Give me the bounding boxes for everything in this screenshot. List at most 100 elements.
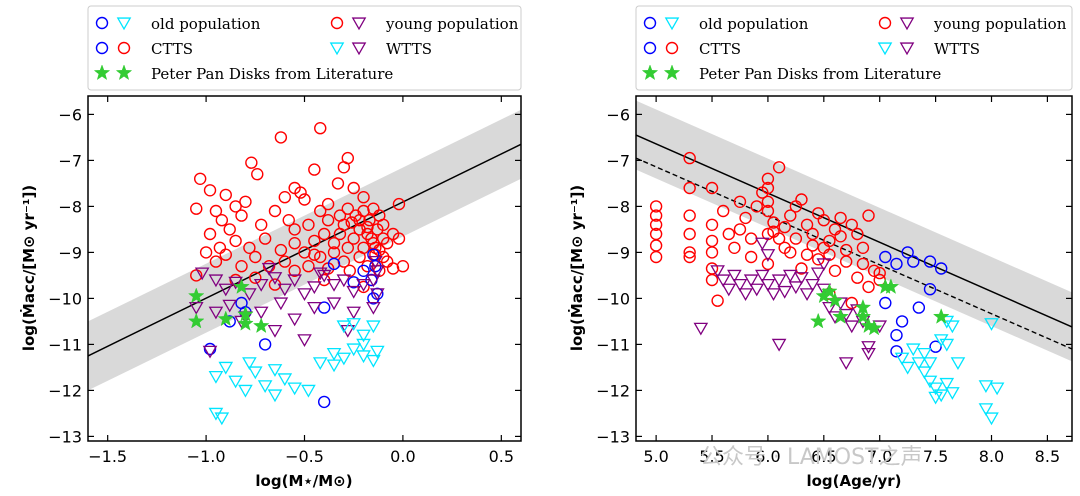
- data-point: [238, 384, 253, 398]
- data-point: [683, 246, 696, 259]
- data-point: [314, 121, 327, 135]
- data-point: [336, 320, 352, 334]
- data-point: [331, 177, 345, 190]
- x-tick-label: 8.0: [979, 447, 1004, 466]
- data-point: [928, 382, 943, 396]
- data-point: [743, 274, 759, 288]
- data-point: [761, 204, 775, 218]
- data-point: [202, 345, 218, 359]
- data-point: [862, 280, 875, 294]
- data-point: [772, 232, 786, 245]
- data-point: [326, 278, 342, 292]
- data-point: [834, 211, 847, 225]
- x-tick-label: −1.5: [88, 447, 127, 466]
- data-point: [321, 197, 335, 211]
- data-point: [208, 274, 224, 288]
- data-point: [845, 218, 858, 232]
- data-point: [912, 301, 926, 314]
- data-point: [767, 216, 780, 229]
- data-point: [282, 213, 295, 227]
- data-point: [187, 312, 205, 329]
- data-point: [794, 272, 809, 285]
- data-point: [278, 190, 292, 204]
- data-point: [219, 248, 232, 261]
- y-tick-label: −9: [58, 243, 82, 262]
- data-point: [321, 213, 335, 227]
- y-tick-label: −12: [48, 381, 82, 400]
- data-point: [923, 283, 937, 296]
- data-point: [755, 237, 770, 251]
- data-point: [890, 329, 903, 342]
- data-point: [760, 249, 776, 262]
- data-point: [363, 213, 376, 227]
- data-point: [326, 347, 342, 361]
- data-point: [243, 241, 256, 255]
- legend-marker: [116, 17, 132, 31]
- data-point: [905, 343, 921, 357]
- data-point: [817, 213, 831, 227]
- data-point: [705, 234, 719, 248]
- data-point: [727, 269, 742, 283]
- legend-marker: [95, 41, 109, 55]
- data-point: [366, 354, 381, 368]
- y-tick-label: −13: [596, 427, 630, 446]
- data-point: [274, 131, 288, 144]
- data-point: [368, 255, 383, 269]
- y-tick-label: −7: [58, 151, 82, 170]
- data-point: [901, 246, 914, 259]
- data-point: [984, 412, 999, 426]
- data-point: [649, 239, 663, 252]
- data-point: [710, 265, 725, 279]
- data-point: [854, 298, 872, 315]
- data-point: [705, 181, 719, 195]
- data-point: [267, 364, 283, 377]
- x-tick-label: −1.0: [187, 447, 226, 466]
- data-point: [396, 260, 410, 273]
- data-point: [822, 301, 837, 315]
- y-tick-label: −10: [48, 289, 82, 308]
- data-point: [317, 301, 331, 314]
- y-axis-title: log(Ṁacc/[M⊙ yr⁻¹]): [19, 185, 38, 351]
- data-point: [312, 267, 328, 281]
- data-point: [728, 241, 741, 255]
- data-point: [895, 315, 909, 328]
- data-point: [879, 250, 892, 264]
- data-point: [788, 281, 804, 295]
- data-point: [939, 377, 955, 391]
- data-point: [215, 213, 229, 227]
- data-point: [357, 190, 370, 204]
- data-point: [370, 288, 385, 302]
- data-point: [834, 230, 847, 243]
- data-point: [817, 241, 831, 255]
- x-tick-label: 5.5: [699, 447, 724, 466]
- data-point: [327, 257, 341, 271]
- data-point: [755, 269, 770, 283]
- data-point: [683, 227, 696, 241]
- data-point: [288, 236, 301, 250]
- data-point: [345, 216, 358, 229]
- legend-left: old population young population CTTS WTTS Pe…: [87, 5, 522, 91]
- data-point: [312, 357, 328, 371]
- data-point: [253, 306, 269, 320]
- data-point: [922, 375, 938, 389]
- data-point: [922, 357, 938, 371]
- data-point: [717, 204, 730, 218]
- data-point: [928, 391, 943, 405]
- data-point: [932, 308, 950, 324]
- y-tick-label: −7: [606, 151, 630, 170]
- data-point: [862, 209, 875, 222]
- data-point: [733, 195, 747, 209]
- data-point: [247, 366, 263, 380]
- data-point: [287, 313, 302, 327]
- data-point: [923, 255, 937, 268]
- y-tick-label: −8: [606, 197, 630, 216]
- relation-line-dashed: [636, 157, 1072, 350]
- data-point: [861, 347, 876, 361]
- data-point: [361, 220, 374, 234]
- data-point: [761, 257, 775, 271]
- y-axis-title: log(Ṁacc/[M⊙ yr⁻¹]): [567, 185, 586, 351]
- legend-marker: [95, 16, 109, 30]
- data-point: [213, 241, 227, 255]
- x-tick-label: 6.0: [755, 447, 780, 466]
